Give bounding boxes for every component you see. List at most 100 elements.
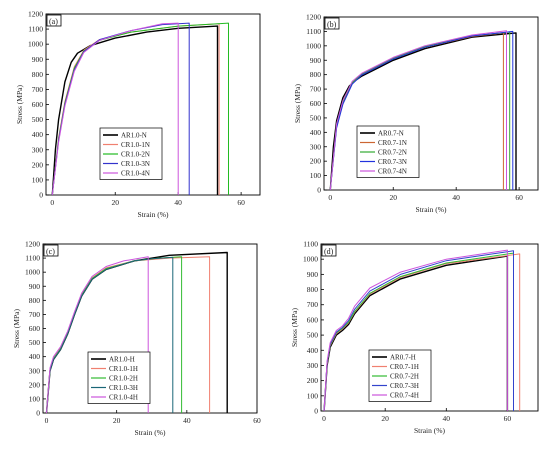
series-line-cr1.0-4h (46, 256, 149, 414)
y-tick-label: 700 (32, 85, 44, 94)
y-tick-label: 300 (29, 366, 41, 375)
plot-frame (320, 243, 539, 412)
legend-label: CR0.7-1H (390, 363, 419, 371)
x-tick-label: 60 (237, 198, 245, 207)
y-tick-label: 1100 (306, 27, 321, 36)
y-axis-label: Stress (MPa) (15, 85, 24, 124)
legend-label: AR0.7-N (378, 130, 404, 138)
series-line-ar1.0-n (51, 25, 219, 196)
y-tick-label: 900 (32, 55, 44, 64)
y-tick-label: 200 (310, 157, 322, 166)
panel-label: (b) (327, 20, 337, 29)
series-line-cr0.7-4n (329, 30, 507, 191)
x-tick-label: 20 (111, 198, 119, 207)
y-tick-label: 200 (32, 160, 44, 169)
series-line-cr1.0-3h (46, 256, 174, 414)
y-tick-label: 0 (317, 186, 321, 195)
x-axis-label: Strain (%) (415, 205, 447, 214)
legend-label: CR1.0-2N (121, 151, 150, 159)
series-line-cr0.7-3n (329, 30, 514, 191)
x-tick-label: 20 (389, 193, 397, 202)
legend-label: AR0.7-H (390, 354, 416, 362)
y-tick-label: 1200 (25, 240, 40, 249)
plot-frame (323, 16, 539, 191)
x-tick-label: 20 (381, 414, 389, 423)
legend-label: CR0.7-4N (378, 168, 407, 176)
legend-label: CR1.0-2H (109, 375, 138, 383)
y-tick-label: 0 (314, 407, 318, 416)
y-tick-label: 200 (29, 380, 41, 389)
y-tick-label: 500 (310, 113, 322, 122)
y-tick-label: 400 (32, 130, 44, 139)
y-tick-label: 800 (29, 296, 41, 305)
y-tick-label: 100 (32, 175, 44, 184)
series-line-cr1.0-4n (51, 22, 179, 196)
panel-label-box (324, 17, 340, 30)
y-tick-label: 100 (310, 171, 322, 180)
y-tick-label: 1100 (28, 25, 43, 34)
x-axis-label: Strain (%) (134, 428, 166, 437)
panel-label: (a) (49, 17, 58, 26)
y-tick-label: 900 (310, 56, 322, 65)
chart-panel-c: 0100200300400500600700800900100011001200… (12, 240, 261, 438)
y-tick-label: 900 (307, 270, 319, 279)
x-tick-label: 40 (452, 193, 460, 202)
legend-label: CR1.0-4H (109, 394, 138, 402)
legend-label: CR1.0-1N (121, 141, 150, 149)
y-tick-label: 700 (29, 310, 41, 319)
y-tick-label: 600 (310, 99, 322, 108)
panel-label: (d) (324, 247, 334, 256)
legend-label: CR0.7-2H (390, 373, 419, 381)
x-tick-label: 60 (515, 193, 523, 202)
y-tick-label: 800 (32, 70, 44, 79)
legend-label: CR0.7-3H (390, 382, 419, 390)
chart-panel-a: 0100200300400500600700800900100011001200… (15, 10, 261, 219)
legend-box (368, 349, 432, 402)
y-tick-label: 1000 (28, 40, 43, 49)
legend-label: CR0.7-3N (378, 158, 407, 166)
x-tick-label: 40 (183, 416, 191, 425)
x-tick-label: 40 (443, 414, 451, 423)
panel-label-box (46, 14, 62, 27)
y-tick-label: 400 (310, 128, 322, 137)
y-tick-label: 200 (307, 376, 319, 385)
x-tick-label: 0 (50, 198, 54, 207)
y-axis-label: Stress (MPa) (12, 309, 21, 348)
y-tick-label: 100 (307, 391, 319, 400)
y-tick-label: 1000 (25, 268, 40, 277)
y-tick-label: 1000 (303, 255, 318, 264)
y-tick-label: 400 (29, 352, 41, 361)
y-tick-label: 100 (29, 394, 41, 403)
y-tick-label: 800 (310, 70, 322, 79)
y-tick-label: 300 (307, 361, 319, 370)
x-tick-label: 0 (45, 416, 49, 425)
y-tick-label: 500 (32, 115, 44, 124)
x-tick-label: 20 (113, 416, 121, 425)
y-tick-label: 600 (29, 324, 41, 333)
x-tick-label: 0 (328, 193, 332, 202)
legend-label: CR1.0-3H (109, 384, 138, 392)
y-tick-label: 800 (307, 285, 319, 294)
x-tick-label: 40 (174, 198, 182, 207)
y-axis-label: Stress (MPa) (293, 84, 302, 123)
legend-label: CR1.0-4N (121, 170, 150, 178)
chart-panel-b: 0100200300400500600700800900100011001200… (293, 13, 539, 214)
x-axis-label: Strain (%) (414, 426, 446, 435)
x-tick-label: 60 (504, 414, 512, 423)
y-tick-label: 700 (310, 85, 322, 94)
y-tick-label: 700 (307, 300, 319, 309)
legend-label: CR0.7-4H (390, 392, 419, 400)
legend-label: CR0.7-1N (378, 139, 407, 147)
y-tick-label: 300 (32, 145, 44, 154)
chart-panel-d: 0 100 200 300 400 500 600 700 800 900 1000 1100 0 20 4… (290, 240, 539, 435)
y-axis-label: Stress (MPa) (290, 308, 299, 347)
y-tick-label: 900 (29, 282, 41, 291)
panel-label-box (321, 244, 337, 257)
y-tick-label: 1100 (25, 254, 40, 263)
y-tick-label: 1000 (306, 41, 321, 50)
y-tick-label: 500 (307, 331, 319, 340)
